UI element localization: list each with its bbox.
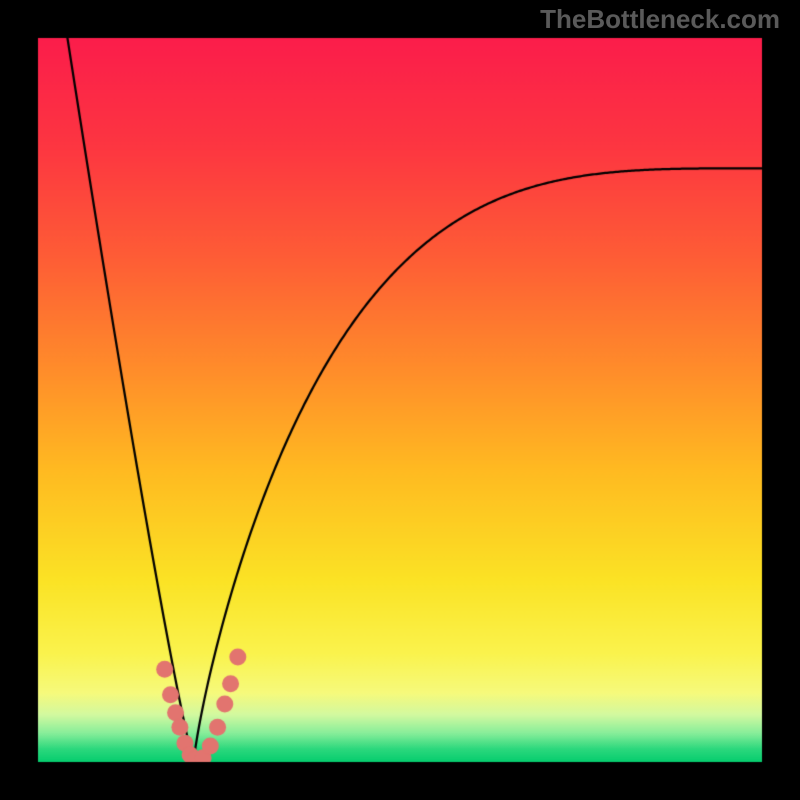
bottleneck-curve-chart — [0, 0, 800, 800]
watermark-text: TheBottleneck.com — [540, 4, 780, 35]
chart-root: TheBottleneck.com — [0, 0, 800, 800]
